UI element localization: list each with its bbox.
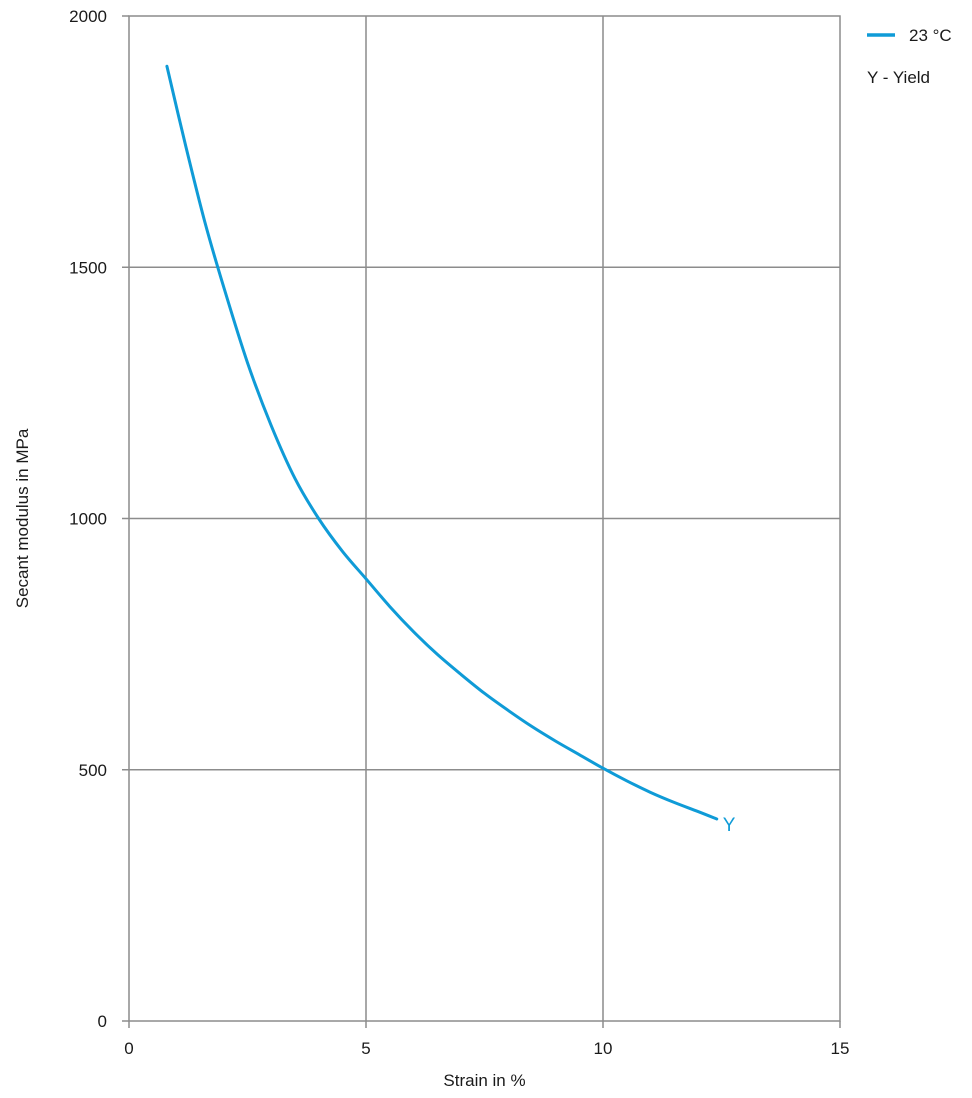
legend: 23 °C Y - Yield (867, 26, 952, 87)
x-tick-label: 5 (361, 1039, 370, 1058)
yield-annotation: Y (723, 815, 736, 836)
series-line (165, 64, 719, 821)
y-tick-label: 1000 (69, 510, 107, 529)
x-tick-label: 0 (124, 1039, 133, 1058)
legend-note: Y - Yield (867, 68, 930, 87)
y-tick-label: 2000 (69, 7, 107, 26)
y-axis-title: Secant modulus in MPa (13, 428, 32, 608)
tick-labels: 0 5 10 15 0 500 1000 1500 2000 (69, 7, 849, 1058)
series-layer (165, 64, 719, 821)
grid (129, 16, 840, 1021)
y-tick-label: 0 (98, 1012, 107, 1031)
x-axis-title: Strain in % (443, 1071, 525, 1090)
ticks (122, 15, 841, 1028)
y-tick-label: 1500 (69, 258, 107, 277)
x-tick-label: 10 (594, 1039, 613, 1058)
y-tick-label: 500 (79, 761, 107, 780)
legend-series-label: 23 °C (909, 26, 952, 45)
x-tick-label: 15 (831, 1039, 850, 1058)
annotations: Y (723, 815, 736, 836)
